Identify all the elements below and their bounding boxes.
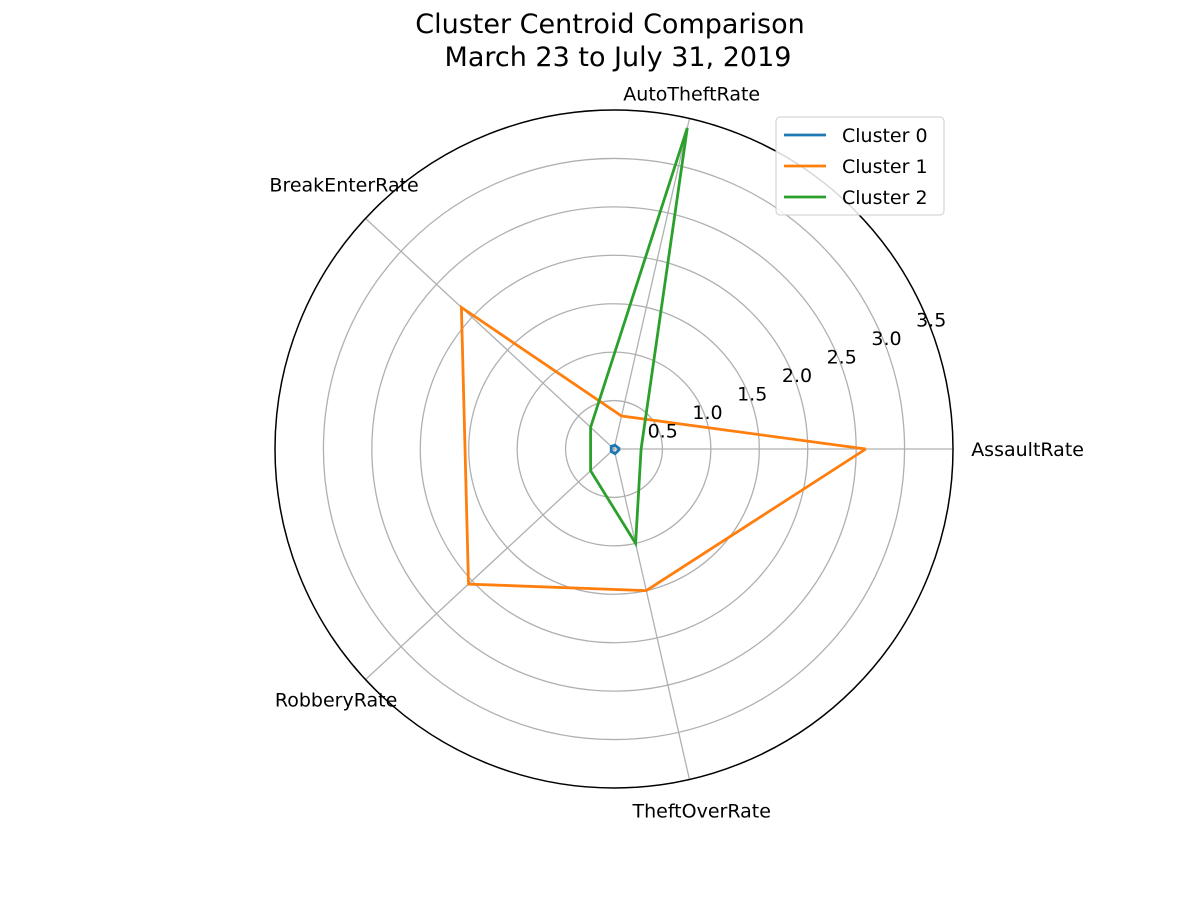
axis-label-autotheftrate: AutoTheftRate — [623, 84, 760, 106]
axis-labels: AssaultRate AutoTheftRate BreakEnterRate Ro… — [269, 84, 1084, 823]
axis-label-breakenterrate: BreakEnterRate — [269, 175, 418, 197]
legend: Cluster 0 Cluster 1 Cluster 2 — [775, 116, 945, 216]
grid-spoke — [613, 118, 691, 450]
radial-tick-label: 3.5 — [916, 309, 946, 331]
outer-boundary — [274, 109, 954, 789]
axis-label-assaultrate: AssaultRate — [971, 439, 1084, 461]
radial-tick-label: 1.5 — [737, 383, 767, 405]
axis-label-robberyrate: RobberyRate — [275, 690, 397, 712]
radial-tick-label: 2.0 — [782, 365, 812, 387]
radial-tick-labels: 0.5 1.0 1.5 2.0 2.5 3.0 3.5 — [648, 309, 947, 442]
series-line-cluster-0 — [609, 443, 621, 456]
grid-spoke — [365, 448, 615, 681]
radial-tick-label: 0.5 — [648, 421, 678, 443]
radial-tick-label: 1.0 — [692, 402, 722, 424]
grid — [274, 109, 954, 789]
series-layer — [459, 127, 867, 593]
axis-label-theftoverrate: TheftOverRate — [631, 800, 770, 822]
legend-label-cluster-0: Cluster 0 — [842, 125, 928, 147]
grid-spoke — [613, 448, 691, 780]
series-line-cluster-2 — [589, 127, 689, 548]
chart-subtitle: March 23 to July 31, 2019 — [445, 42, 792, 73]
chart-title: Cluster Centroid Comparison — [415, 9, 804, 40]
radial-tick-label: 2.5 — [827, 346, 857, 368]
legend-label-cluster-2: Cluster 2 — [842, 187, 928, 209]
radial-tick-label: 3.0 — [871, 328, 901, 350]
series-line-cluster-1 — [459, 304, 867, 593]
grid-spoke — [365, 217, 615, 450]
legend-box — [775, 116, 945, 216]
legend-label-cluster-1: Cluster 1 — [842, 156, 928, 178]
